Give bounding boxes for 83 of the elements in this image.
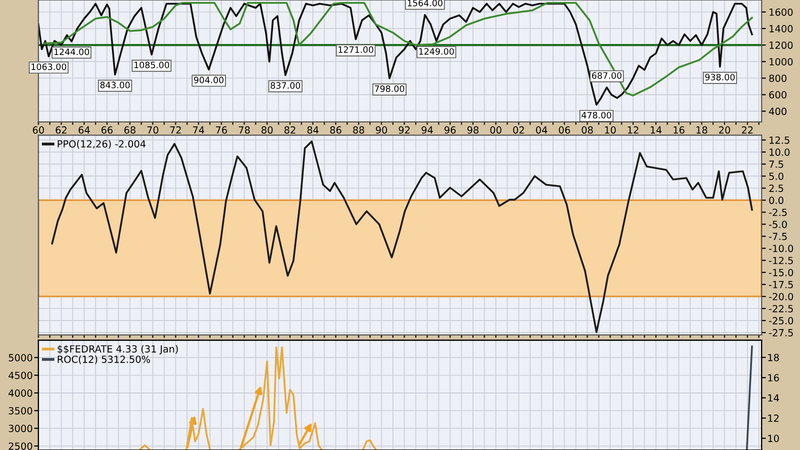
x-tick-label: 88	[353, 126, 364, 134]
annotation: 798.00	[374, 85, 404, 92]
x-tick-label: 14	[650, 126, 662, 134]
y-tick-label: 1400	[770, 25, 793, 32]
x-tick-label: 06	[558, 126, 570, 134]
annotation: 1249.00	[419, 48, 454, 55]
y-tick-label: 7.5	[769, 160, 784, 168]
x-tick-label: 66	[102, 126, 113, 134]
y-tick-label: 12.5	[770, 136, 790, 144]
legend-label: $$FEDRATE 4.33 (31 Jan)	[58, 345, 178, 354]
y-tick-label: 4000	[8, 389, 32, 397]
y2-tick-label: 12	[768, 414, 779, 422]
x-tick-label: 86	[330, 126, 342, 134]
x-tick-label: 70	[147, 126, 158, 134]
y-tick-label: -22.5	[769, 304, 793, 312]
y2-tick-label: 18	[768, 354, 779, 362]
annotation: 1085.00	[134, 62, 170, 68]
x-tick-label: 22	[742, 126, 753, 134]
annotation: 687.00	[592, 72, 622, 79]
y-tick-label: 0.0	[769, 196, 784, 204]
x-tick-label: 94	[422, 126, 433, 134]
annotation: 1244.00	[54, 48, 90, 56]
x-tick-label: 68	[124, 126, 136, 134]
annotation: 837.00	[270, 82, 300, 89]
x-tick-label: 76	[216, 126, 227, 134]
y-tick-label: -20.0	[769, 292, 794, 300]
y-tick-label: 1000	[770, 58, 793, 66]
y-tick-label: -12.5	[769, 256, 793, 264]
y-tick-label: 3500	[8, 407, 32, 414]
y-tick-label: 600	[769, 91, 786, 98]
y-tick-label: 2.5	[769, 184, 784, 192]
x-tick-label: 90	[376, 126, 388, 134]
y-tick-label: -10.0	[769, 244, 794, 252]
x-tick-label: 98	[467, 126, 478, 134]
x-tick-label: 12	[628, 126, 638, 134]
annotation: 478.00	[582, 112, 612, 118]
y-tick-label: 2500	[8, 442, 32, 450]
x-tick-label: 64	[78, 126, 90, 134]
x-tick-label: 10	[605, 126, 616, 134]
x-tick-label: 82	[284, 126, 296, 134]
annotation: 1271.00	[338, 46, 374, 53]
y-tick-label: 400	[769, 108, 786, 116]
x-tick-label: 78	[238, 126, 250, 134]
y-tick-label: -7.5	[769, 232, 787, 240]
y-tick-label: 800	[769, 74, 786, 82]
y-tick-label: 5.0	[769, 172, 784, 180]
x-tick-label: 60	[32, 126, 44, 134]
x-tick-label: 92	[398, 126, 410, 134]
x-tick-label: 84	[307, 126, 318, 134]
y-tick-label: 1600	[770, 8, 793, 16]
y2-tick-label: 16	[768, 374, 779, 382]
x-tick-label: 20	[719, 126, 730, 134]
y2-tick-label: 10	[768, 434, 779, 442]
annotation: 1564.00	[408, 0, 442, 6]
y-tick-label: 10.0	[770, 148, 790, 156]
x-tick-label: 04	[536, 126, 548, 134]
y2-tick-label: 14	[768, 394, 779, 402]
x-tick-label: 72	[170, 126, 181, 134]
y-tick-label: 3000	[8, 424, 32, 432]
annotation: 938.00	[705, 74, 735, 80]
y-tick-label: -5.0	[769, 220, 787, 228]
annotation: 1063.00	[32, 63, 66, 70]
x-tick-label: 74	[193, 126, 204, 134]
y-tick-label: -15.0	[769, 268, 794, 276]
x-tick-label: 80	[262, 126, 273, 134]
x-tick-label: 62	[56, 126, 66, 134]
x-tick-label: 16	[674, 126, 684, 134]
legend-label: PPO(12,26) -2.004	[58, 140, 146, 149]
y-tick-label: -2.5	[769, 208, 787, 216]
y-tick-label: -25.0	[769, 317, 794, 324]
y-tick-label: 5000	[8, 354, 32, 362]
annotation: 904.00	[194, 76, 224, 84]
x-tick-label: 00	[490, 126, 502, 134]
y-tick-label: -27.5	[769, 329, 793, 336]
annotation: 843.00	[100, 82, 130, 88]
x-tick-label: 08	[582, 126, 593, 134]
y-tick-label: 4500	[8, 372, 32, 380]
legend-label: ROC(12) 5312.50%	[58, 355, 150, 364]
x-tick-label: 02	[513, 126, 524, 134]
y-tick-label: -17.5	[769, 281, 793, 288]
y-tick-label: 1200	[770, 42, 793, 49]
x-tick-label: 18	[696, 126, 708, 134]
x-tick-label: 96	[444, 126, 456, 134]
